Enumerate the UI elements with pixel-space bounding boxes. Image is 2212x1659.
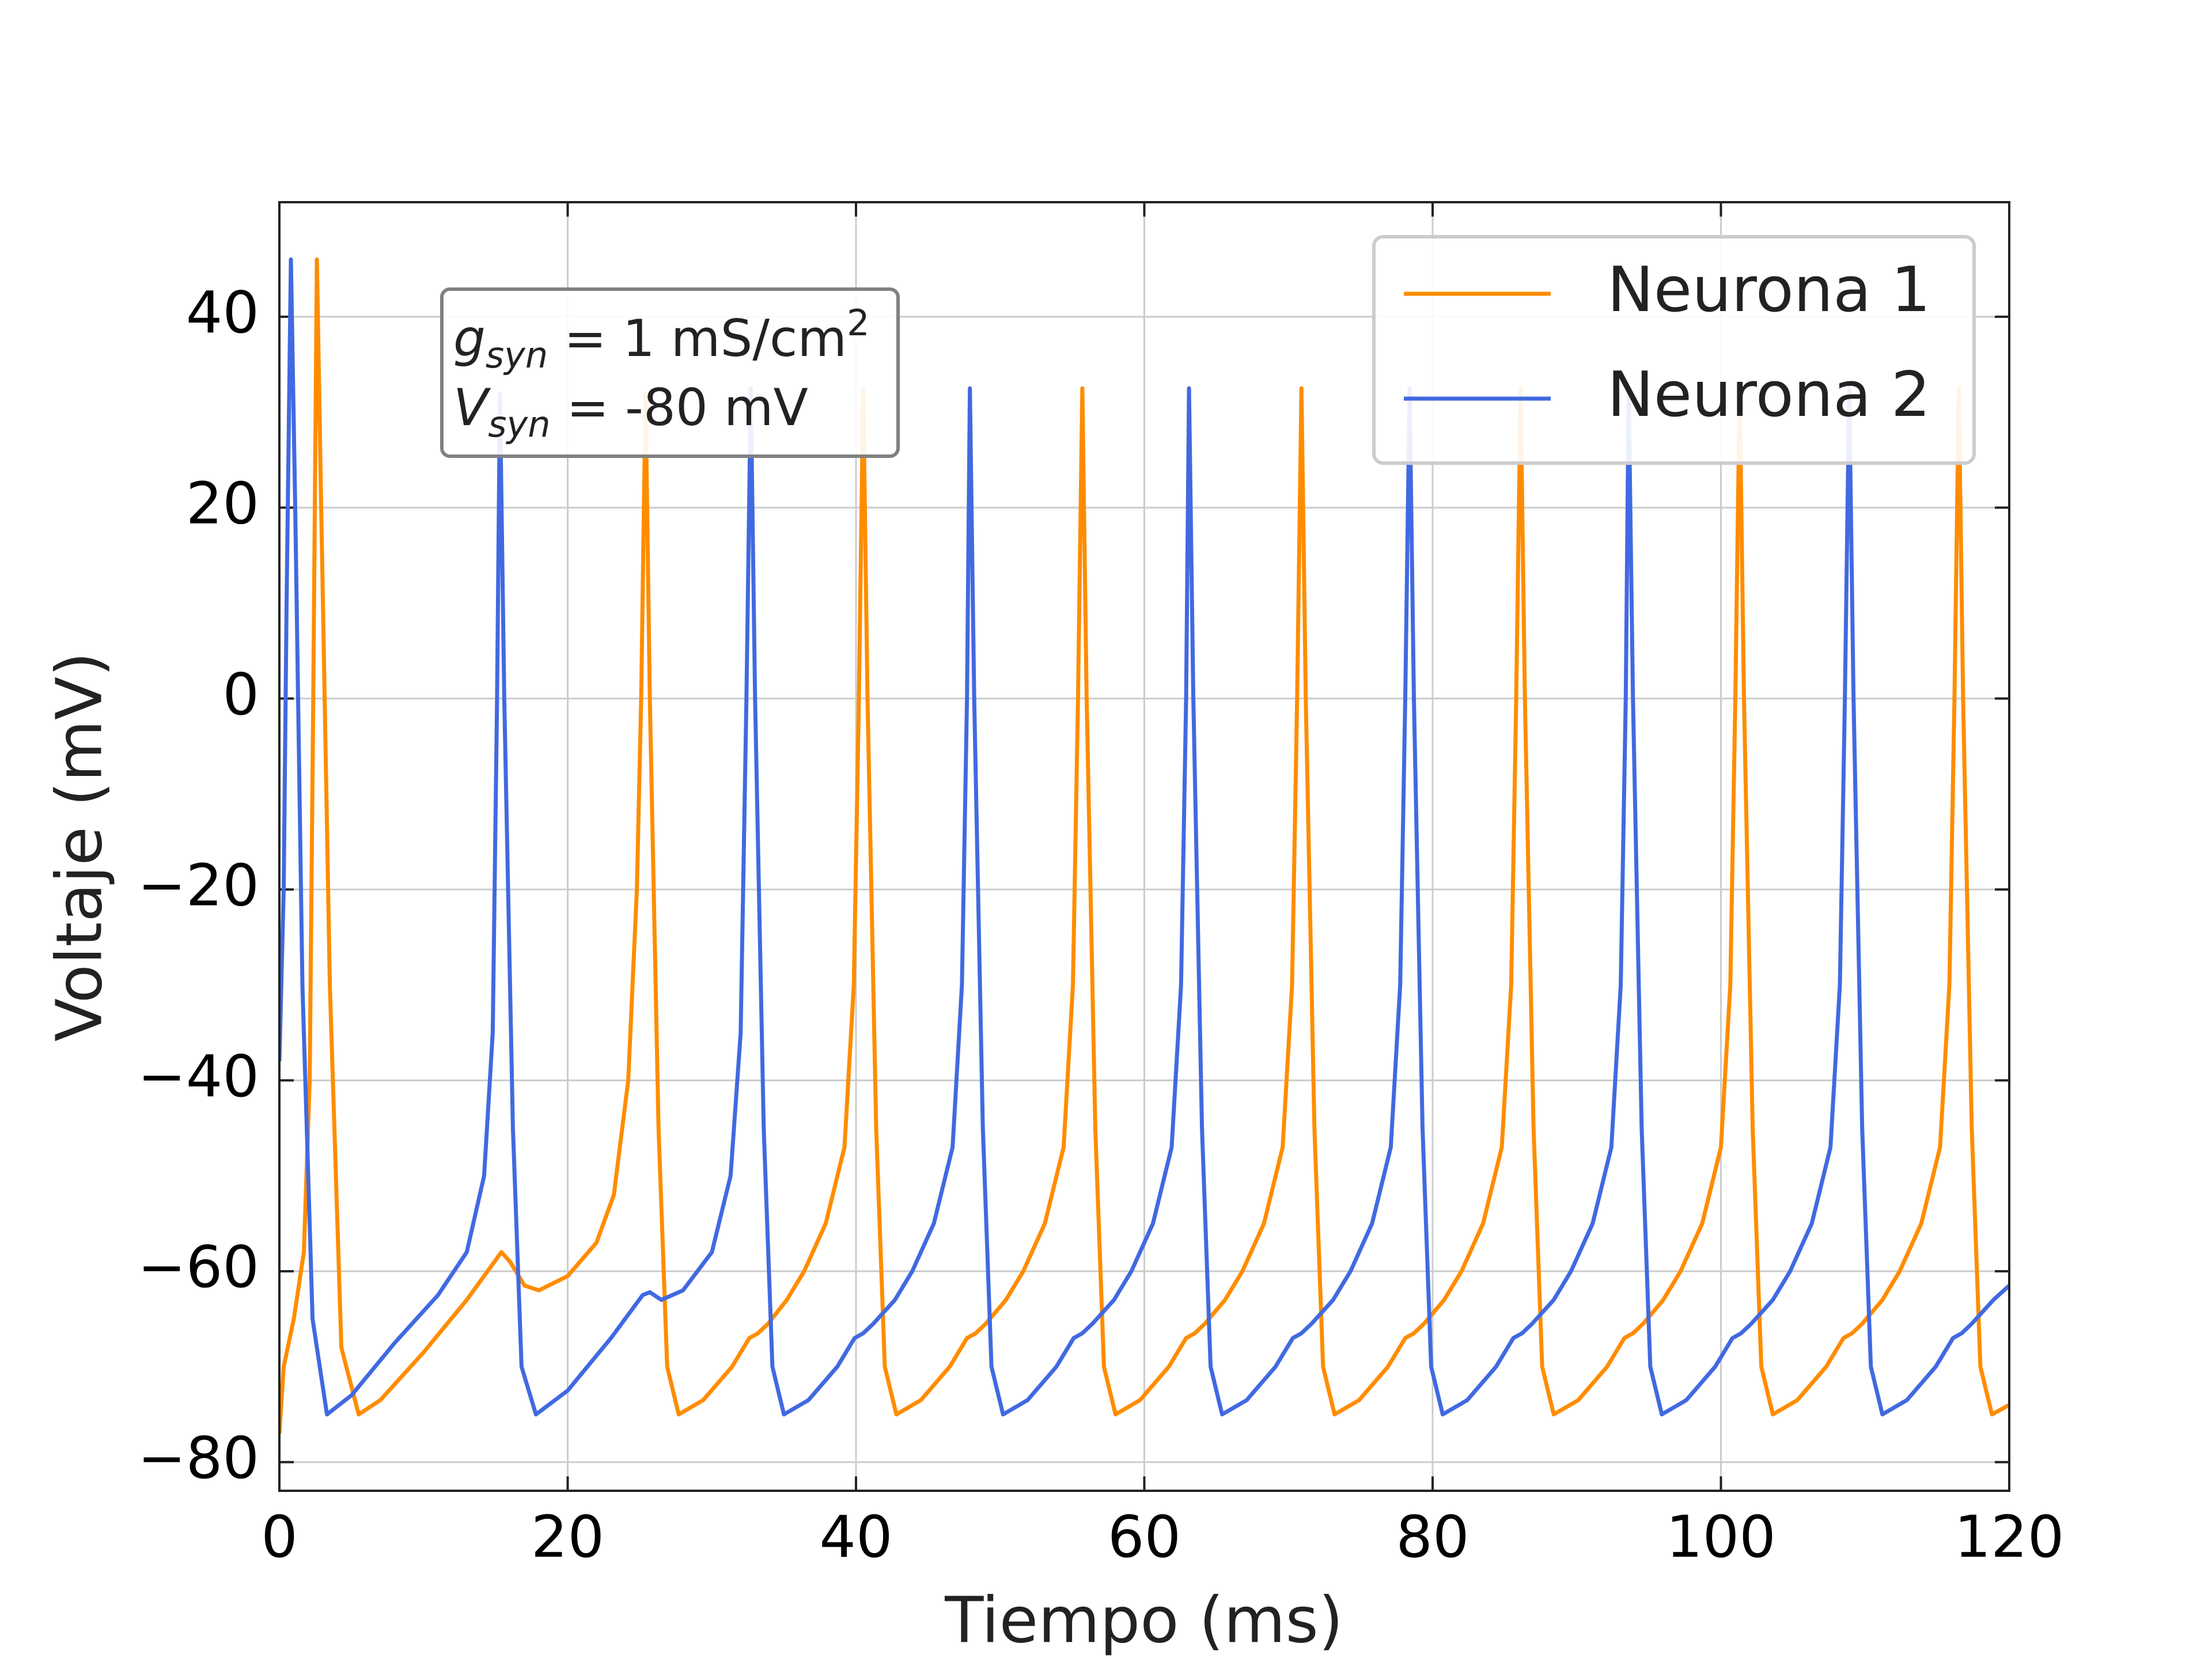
legend-label: Neurona 2 <box>1607 359 1930 431</box>
annotation-symbol: g <box>453 309 486 368</box>
y-tick-label: −60 <box>138 1233 259 1301</box>
x-tick-label: 40 <box>819 1503 892 1570</box>
x-tick-label: 120 <box>1955 1503 2065 1570</box>
annotation-symbol: V <box>453 378 491 437</box>
annotation-subscript: syn <box>488 403 550 445</box>
legend-label: Neurona 1 <box>1607 254 1930 326</box>
x-tick-label: 60 <box>1108 1503 1181 1570</box>
y-axis-label: Voltaje (mV) <box>42 652 116 1042</box>
x-tick-label: 100 <box>1666 1503 1776 1570</box>
y-tick-label: −20 <box>138 851 259 919</box>
y-tick-label: −40 <box>138 1043 259 1110</box>
annotation-box <box>440 287 900 458</box>
y-tick-label: −80 <box>138 1425 259 1492</box>
annotation-subscript: syn <box>486 334 548 376</box>
line-series <box>279 257 2009 1416</box>
y-tick-label: 40 <box>186 279 259 346</box>
x-tick-label: 80 <box>1396 1503 1469 1570</box>
y-tick-label: 20 <box>186 470 259 537</box>
x-tick-label: 20 <box>531 1503 604 1570</box>
annotation-text: gsyn = 1 mS/cm2 <box>453 302 870 376</box>
x-tick-label: 0 <box>261 1503 298 1570</box>
annotation-text-part: = 1 mS/cm <box>548 309 847 368</box>
plot-frame <box>278 201 2010 1492</box>
annotation-text: Vsyn = -80 mV <box>453 378 808 445</box>
x-axis-label: Tiempo (ms) <box>944 1583 1343 1657</box>
y-tick-label: 0 <box>222 661 259 728</box>
annotation-superscript: 2 <box>847 302 869 344</box>
annotation-text-part: = -80 mV <box>551 378 808 437</box>
